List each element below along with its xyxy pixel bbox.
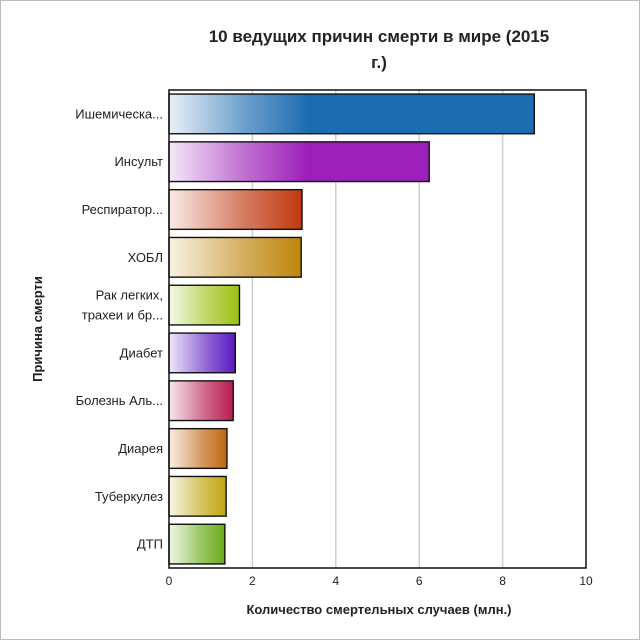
x-tick-label: 10	[579, 574, 593, 588]
chart-title-line-2: г.)	[371, 53, 387, 72]
x-tick-label: 4	[332, 574, 339, 588]
y-axis-title: Причина смерти	[30, 276, 45, 382]
bars	[168, 93, 535, 565]
plot-area-border	[168, 89, 587, 569]
category-label: трахеи и бр...	[82, 308, 163, 323]
category-label: Респиратор...	[82, 202, 163, 217]
bar-fade	[169, 237, 302, 278]
x-tick-label: 8	[499, 574, 506, 588]
bar-fade	[169, 285, 240, 325]
bar-fade	[169, 94, 309, 134]
category-label: Инсульт	[114, 154, 163, 169]
bar-fade	[169, 189, 303, 230]
bar-fade	[169, 476, 227, 517]
bar-fade	[169, 333, 236, 373]
x-tick-label: 2	[249, 574, 256, 588]
category-label: Диарея	[118, 441, 163, 456]
category-label: Болезнь Аль...	[76, 393, 163, 408]
category-labels: Ишемическа... Инсульт Респиратор... ХОБЛ Рак…	[75, 106, 163, 551]
x-tick-labels: 0 2 4 6 8 10	[166, 574, 593, 588]
category-label: Ишемическа...	[75, 106, 163, 121]
chart-title-line-1: 10 ведущих причин смерти в мире (2015	[209, 27, 550, 46]
bar-fade	[169, 380, 234, 421]
category-label: Диабет	[120, 345, 163, 360]
bar-fade	[169, 428, 227, 469]
category-label: ХОБЛ	[128, 250, 163, 265]
x-tick-label: 0	[166, 574, 173, 588]
bar-fade	[169, 524, 225, 564]
x-tick-label: 6	[416, 574, 423, 588]
category-label: Туберкулез	[95, 489, 163, 504]
category-label: ДТП	[137, 537, 163, 552]
category-label: Рак легких,	[96, 288, 163, 303]
bar-fade	[169, 141, 309, 182]
x-axis-title: Количество смертельных случаев (млн.)	[246, 602, 511, 617]
